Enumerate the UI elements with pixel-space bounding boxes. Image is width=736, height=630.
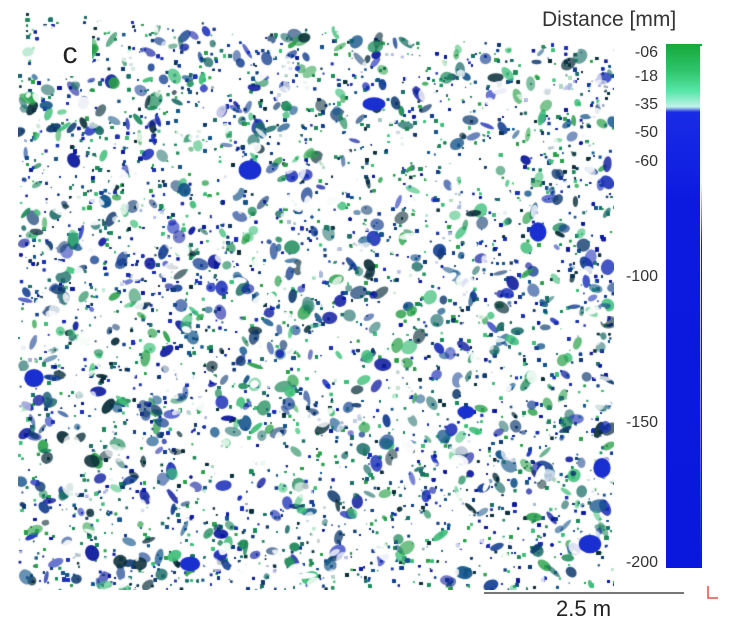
colorbar-histogram xyxy=(700,46,722,568)
colorbar-tick: -18 xyxy=(634,68,658,85)
panel-label: c xyxy=(48,32,92,76)
colorbar-tick: -100 xyxy=(625,268,658,285)
colorbar xyxy=(666,44,702,568)
colorbar-tick: -06 xyxy=(634,44,658,61)
colorbar-tick: -200 xyxy=(625,554,658,571)
legend-title: Distance [mm] xyxy=(542,8,677,31)
point-cloud-map xyxy=(18,8,614,590)
colorbar-tick: -35 xyxy=(634,96,658,113)
colorbar-tick: -60 xyxy=(634,153,658,170)
colorbar-tick: -50 xyxy=(634,124,658,141)
colorbar-tick: -150 xyxy=(625,414,658,431)
scale-bar xyxy=(484,592,684,594)
axis-corner-mark xyxy=(707,586,718,599)
scale-bar-label: 2.5 m xyxy=(556,596,612,621)
